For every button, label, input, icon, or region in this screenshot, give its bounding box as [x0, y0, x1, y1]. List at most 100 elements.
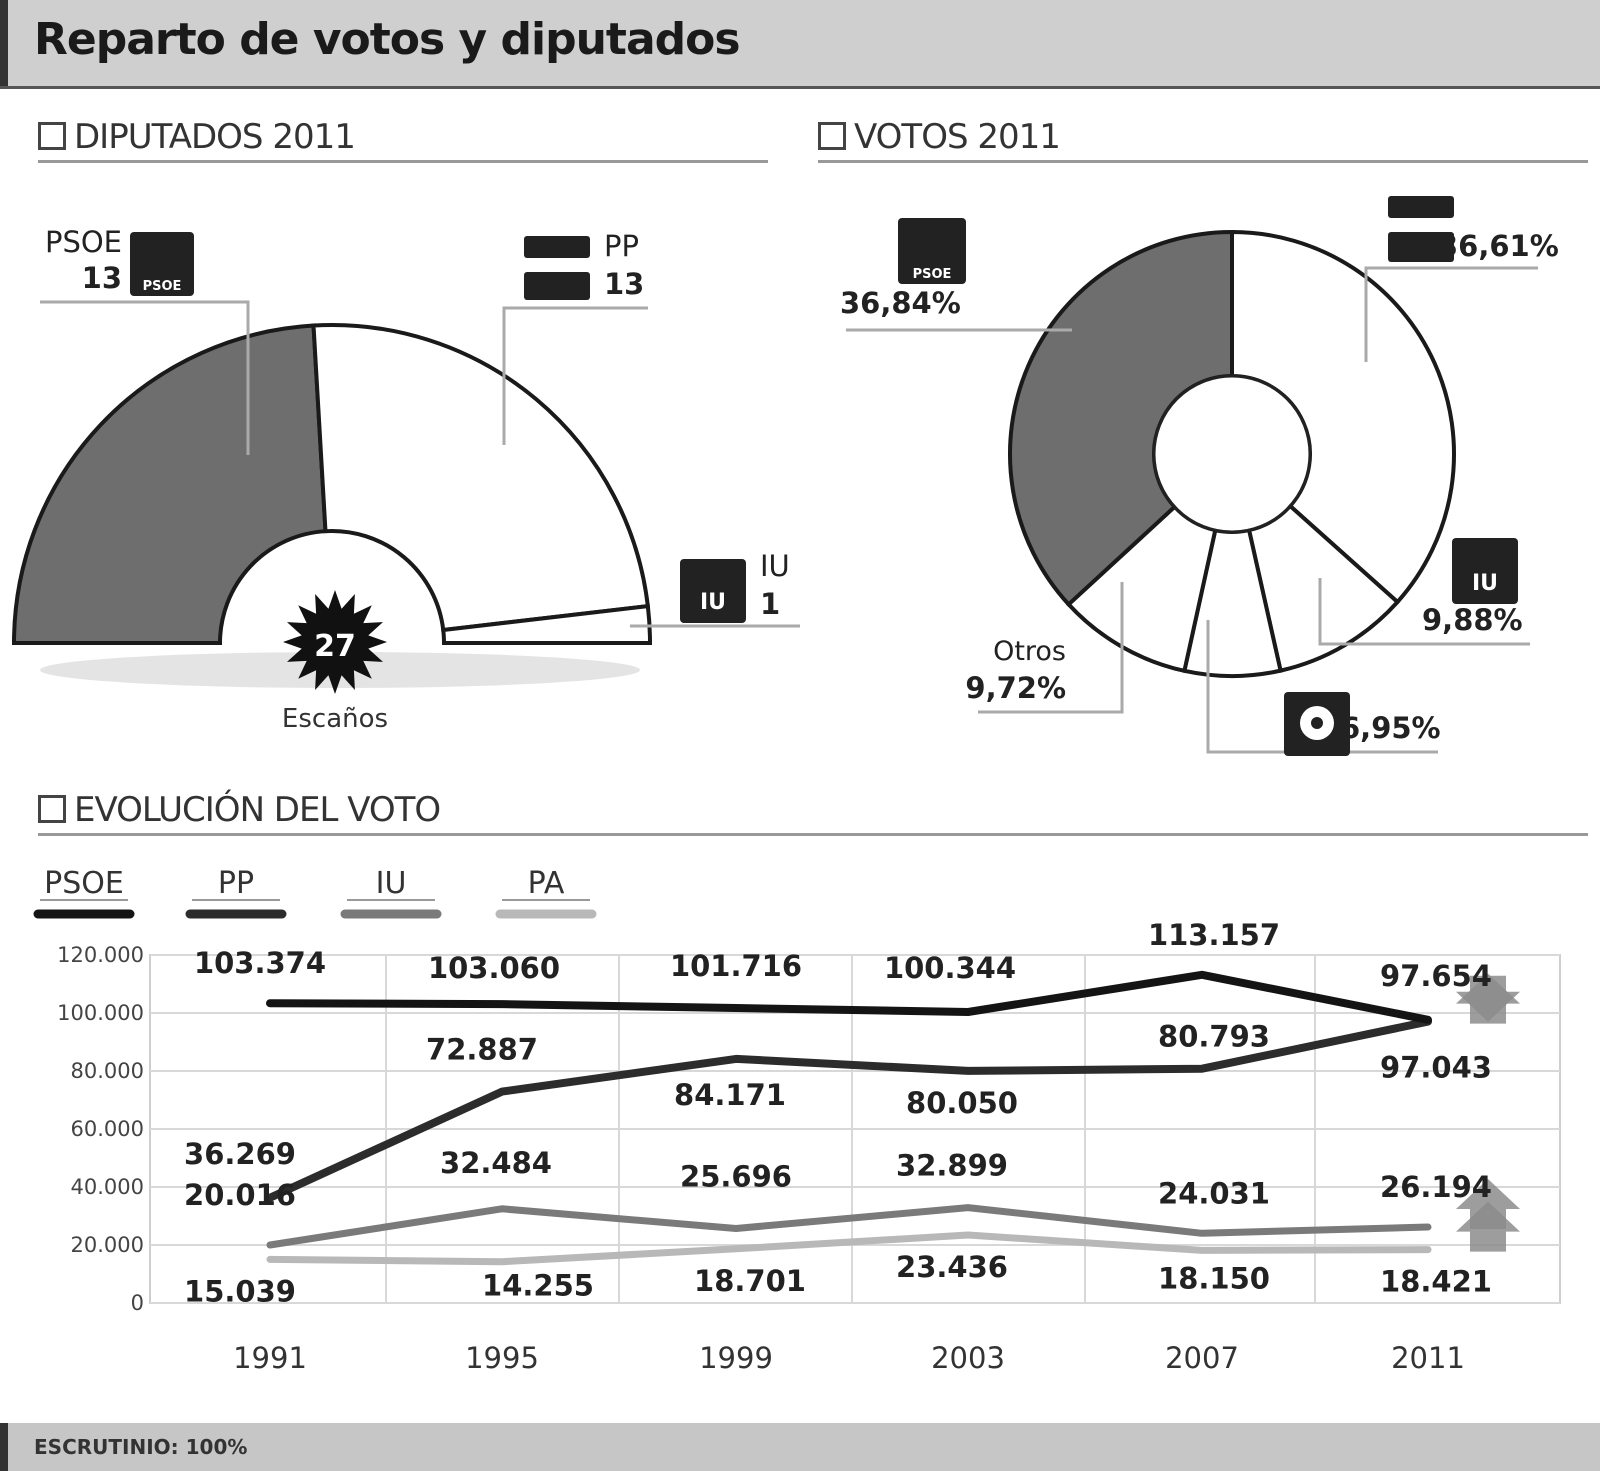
vote-percent-label: 9,88% — [1422, 603, 1523, 637]
section-evolucion-label: EVOLUCIÓN DEL VOTO — [74, 790, 441, 830]
vote-percent-label: 36,61% — [1438, 229, 1559, 263]
x-tick-label: 1999 — [699, 1341, 773, 1375]
leader-line — [1318, 578, 1530, 646]
leader-line — [1206, 620, 1438, 754]
data-label: 15.039 — [184, 1274, 296, 1308]
iu-logo-icon: IU — [680, 559, 746, 623]
y-tick-label: 120.000 — [57, 943, 144, 967]
footer-bar: ESCRUTINIO: 100% — [0, 1423, 1600, 1471]
psoe-logo-text: PSOE — [142, 279, 182, 294]
data-label: 18.701 — [694, 1264, 806, 1298]
data-label: 103.060 — [428, 951, 560, 985]
data-label: 80.050 — [906, 1086, 1018, 1120]
data-label: 113.157 — [1148, 918, 1280, 952]
y-tick-label: 0 — [131, 1291, 144, 1315]
seat-slice-pp — [311, 323, 651, 633]
section-diputados: DIPUTADOS 2011 — [38, 117, 356, 157]
section-votos: VOTOS 2011 — [818, 117, 1061, 157]
data-label: 80.793 — [1158, 1020, 1270, 1054]
data-label: 18.150 — [1158, 1261, 1270, 1295]
y-tick-label: 20.000 — [71, 1233, 144, 1257]
footer-text: ESCRUTINIO: 100% — [34, 1435, 248, 1459]
data-label: 72.887 — [426, 1033, 538, 1067]
data-label: 32.899 — [896, 1149, 1008, 1183]
section-checkbox-icon — [818, 122, 846, 150]
legend-label: IU — [376, 866, 407, 901]
seats-total-value: 27 — [314, 629, 356, 664]
series-line-pp — [266, 1017, 1432, 1202]
data-label: 18.421 — [1380, 1265, 1492, 1299]
section-rule — [38, 160, 768, 163]
y-tick-label: 80.000 — [71, 1059, 144, 1083]
trend-up-arrow-icon — [1456, 973, 1520, 1024]
evolution-line-chart: PSOE PP IU PA 0 20.000 40.000 60.000 80.000 100.… — [33, 866, 1561, 1375]
section-votos-label: VOTOS 2011 — [854, 117, 1061, 157]
data-label: 36.269 — [184, 1137, 296, 1171]
data-label: 97.654 — [1380, 959, 1492, 993]
section-evolucion: EVOLUCIÓN DEL VOTO — [38, 790, 441, 830]
data-label: 23.436 — [896, 1250, 1008, 1284]
section-rule — [38, 833, 1588, 836]
x-tick-label: 2011 — [1391, 1341, 1465, 1375]
data-label: 100.344 — [884, 951, 1016, 985]
psoe-logo-text: PSOE — [912, 267, 952, 282]
psoe-logo-icon: PSOE — [898, 218, 966, 284]
seat-party-label: PP — [604, 229, 639, 263]
seat-count-label: 13 — [604, 267, 644, 301]
series-line-pa — [266, 1231, 1432, 1266]
section-diputados-label: DIPUTADOS 2011 — [74, 117, 356, 157]
vote-percent-label: 36,84% — [840, 286, 961, 320]
seats-total-badge: 27 Escaños — [282, 590, 388, 734]
x-tick-label: 1995 — [465, 1341, 539, 1375]
legend-label: PSOE — [44, 866, 124, 901]
seats-total-label: Escaños — [282, 704, 388, 734]
data-label: 25.696 — [680, 1159, 792, 1193]
data-label: 97.043 — [1380, 1051, 1492, 1085]
seat-count-label: 13 — [82, 261, 122, 295]
leader-line — [978, 582, 1124, 714]
data-label: 103.374 — [194, 946, 326, 980]
header-accent — [0, 0, 8, 86]
header-bar: Reparto de votos y diputados — [0, 0, 1600, 89]
data-label: 32.484 — [440, 1146, 552, 1180]
footer-accent — [0, 1423, 8, 1471]
data-label: 14.255 — [482, 1269, 594, 1303]
series-line-psoe — [266, 970, 1432, 1024]
seat-party-label: PSOE — [45, 225, 122, 259]
data-label: 84.171 — [674, 1078, 786, 1112]
section-checkbox-icon — [38, 795, 66, 823]
pa-logo-icon — [1284, 692, 1350, 756]
y-tick-label: 60.000 — [71, 1117, 144, 1141]
votes-chart: 36,84% 36,61% 9,88% 6,95% 9,72% Otros — [840, 229, 1559, 754]
pp-logo-icon — [524, 236, 590, 300]
trend-up-arrow-icon — [1456, 1201, 1520, 1252]
star-badge-icon — [283, 590, 387, 694]
x-tick-label: 2007 — [1165, 1341, 1239, 1375]
page-title: Reparto de votos y diputados — [34, 14, 741, 65]
legend-label: PA — [528, 866, 565, 901]
series-line-iu — [266, 1204, 1432, 1249]
y-tick-label: 40.000 — [71, 1175, 144, 1199]
x-tick-label: 1991 — [233, 1341, 307, 1375]
data-label: 26.194 — [1380, 1170, 1492, 1204]
data-label: 20.016 — [184, 1178, 296, 1212]
donut-hole — [1152, 374, 1312, 534]
iu-logo-text: IU — [699, 590, 727, 615]
iu-logo-icon: IU — [1452, 538, 1518, 604]
data-label: 101.716 — [670, 949, 802, 983]
iu-logo-text: IU — [1471, 571, 1499, 596]
leader-line — [40, 300, 250, 455]
x-tick-label: 2003 — [931, 1341, 1005, 1375]
leader-line — [1364, 266, 1538, 362]
data-label: 24.031 — [1158, 1176, 1270, 1210]
seat-party-label: IU — [760, 549, 790, 583]
seat-slice-psoe — [11, 323, 328, 645]
seat-count-label: 1 — [760, 587, 780, 621]
legend-label: PP — [218, 866, 254, 901]
vote-party-label: Otros — [993, 636, 1066, 667]
vote-percent-label: 9,72% — [965, 671, 1066, 705]
seat-slice-iu — [441, 603, 653, 645]
section-rule — [818, 160, 1588, 163]
leader-line — [502, 306, 648, 445]
